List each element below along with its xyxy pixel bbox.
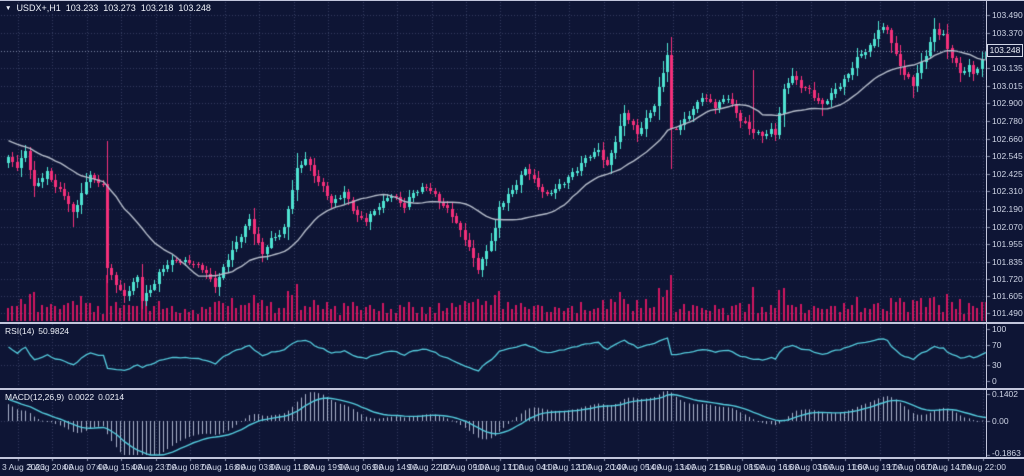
time-axis-label: 4 Aug 15:00 (96, 462, 143, 472)
symbol-timeframe-label: USDX+,H1 (16, 3, 61, 13)
time-axis-label: 15 Aug 08:00 (714, 462, 765, 472)
panel-separator-timeaxis (0, 457, 1024, 459)
panel-separator-macd[interactable] (0, 388, 1024, 390)
price-axis-label: 103.135 (992, 63, 1023, 73)
panel-separator-rsi[interactable] (0, 322, 1024, 324)
time-axis-label: 14 Aug 05:00 (611, 462, 662, 472)
current-price-value: 103.248 (989, 45, 1021, 55)
price-axis-label: 101.605 (992, 291, 1023, 301)
time-axis-label: 14 Aug 13:00 (645, 462, 696, 472)
time-axis-label: 7 Aug 16:00 (200, 462, 246, 472)
time-axis-label: 8 Aug 11:00 (268, 462, 314, 472)
rsi-value: 50.9824 (38, 326, 70, 336)
price-axis-label: 101.720 (992, 274, 1023, 284)
price-axis-label: 103.015 (992, 81, 1023, 91)
rsi-axis-label: 70 (992, 340, 1002, 350)
macd-axis-label: 0.1402 (992, 389, 1018, 399)
time-axis-label: 7 Aug 08:00 (165, 462, 211, 472)
price-axis-label: 103.370 (992, 28, 1023, 38)
macd-axis-label: 0.00 (992, 416, 1009, 426)
price-axis-label: 102.900 (992, 98, 1023, 108)
time-axis[interactable]: 3 Aug 2023 3 Aug 20:00 4 Aug 07:00 4 Aug 15… (0, 458, 1024, 476)
time-axis-label: 11 Aug 04:00 (507, 462, 558, 472)
time-axis-label: 9 Aug 14:00 (372, 462, 418, 472)
time-axis-label: 3 Aug 20:00 (27, 462, 74, 472)
price-axis-label: 101.955 (992, 239, 1023, 249)
price-axis-label: 101.835 (992, 257, 1023, 267)
time-axis-label: 3 Aug 2023 (2, 462, 46, 472)
time-axis-label: 9 Aug 06:00 (337, 462, 384, 472)
time-axis-label: 17 Aug 14:00 (921, 462, 972, 472)
price-axis-label: 102.070 (992, 222, 1023, 232)
time-axis-label: 11 Aug 12:00 (542, 462, 592, 472)
time-axis-label: 8 Aug 19:00 (303, 462, 349, 472)
price-axis-label: 102.780 (992, 116, 1023, 126)
macd-main-value: 0.0022 (68, 392, 95, 402)
time-axis-label: 8 Aug 03:00 (234, 462, 280, 472)
rsi-axis-label: 100 (992, 324, 1007, 334)
rsi-panel-area[interactable] (0, 324, 986, 387)
time-axis-label: 16 Aug 03:00 (783, 462, 834, 472)
price-axis-label: 103.490 (992, 10, 1023, 20)
time-axis-label: 4 Aug 23:00 (131, 462, 177, 472)
close-value: 103.248 (178, 3, 211, 13)
time-axis-label: 11 Aug 20:00 (576, 462, 627, 472)
rsi-indicator-label: RSI(14) 50.9824 (5, 326, 73, 336)
time-axis-label: 4 Aug 07:00 (62, 462, 108, 472)
price-axis-label: 102.190 (992, 204, 1023, 214)
main-chart-area[interactable] (0, 2, 986, 322)
price-axis-border (986, 0, 987, 458)
macd-name: MACD(12,26,9) (5, 392, 65, 402)
time-axis-label: 15 Aug 16:00 (749, 462, 800, 472)
time-axis-label: 10 Aug 09:00 (438, 462, 490, 472)
window-top-border (0, 0, 1024, 1)
macd-axis-label: -0.1863 (992, 448, 1021, 458)
time-axis-label: 17 Aug 22:00 (955, 462, 1006, 472)
ohlc-info-line: ▼ USDX+,H1 103.233 103.273 103.218 103.248 (5, 3, 216, 13)
price-axis-label: 102.425 (992, 169, 1023, 179)
price-axis-label: 102.660 (992, 134, 1023, 144)
time-axis-label: 16 Aug 19:00 (852, 462, 903, 472)
time-axis-label: 14 Aug 21:00 (680, 462, 731, 472)
open-value: 103.233 (65, 3, 99, 13)
price-axis-label: 102.545 (992, 151, 1023, 161)
rsi-axis-label: 0 (992, 376, 997, 386)
chart-marker-icon: ▼ (5, 4, 12, 12)
rsi-name: RSI(14) (5, 326, 35, 336)
current-price-tag: 103.248 (987, 44, 1023, 57)
price-axis-label: 101.490 (992, 308, 1023, 318)
price-axis-label: 102.310 (992, 186, 1023, 196)
time-axis-label: 16 Aug 11:00 (818, 462, 868, 472)
time-axis-label: 9 Aug 22:00 (406, 462, 453, 472)
low-value: 103.218 (140, 3, 174, 13)
price-axis[interactable]: 103.490103.370103.250103.135103.015102.9… (987, 0, 1024, 458)
time-axis-label: 17 Aug 06:00 (886, 462, 938, 472)
time-axis-label: 10 Aug 17:00 (473, 462, 524, 472)
high-value: 103.273 (103, 3, 136, 13)
rsi-axis-label: 30 (992, 360, 1002, 370)
macd-signal-value: 0.0214 (98, 392, 125, 402)
macd-panel-area[interactable] (0, 390, 986, 456)
macd-indicator-label: MACD(12,26,9) 0.0022 0.0214 (5, 392, 128, 402)
